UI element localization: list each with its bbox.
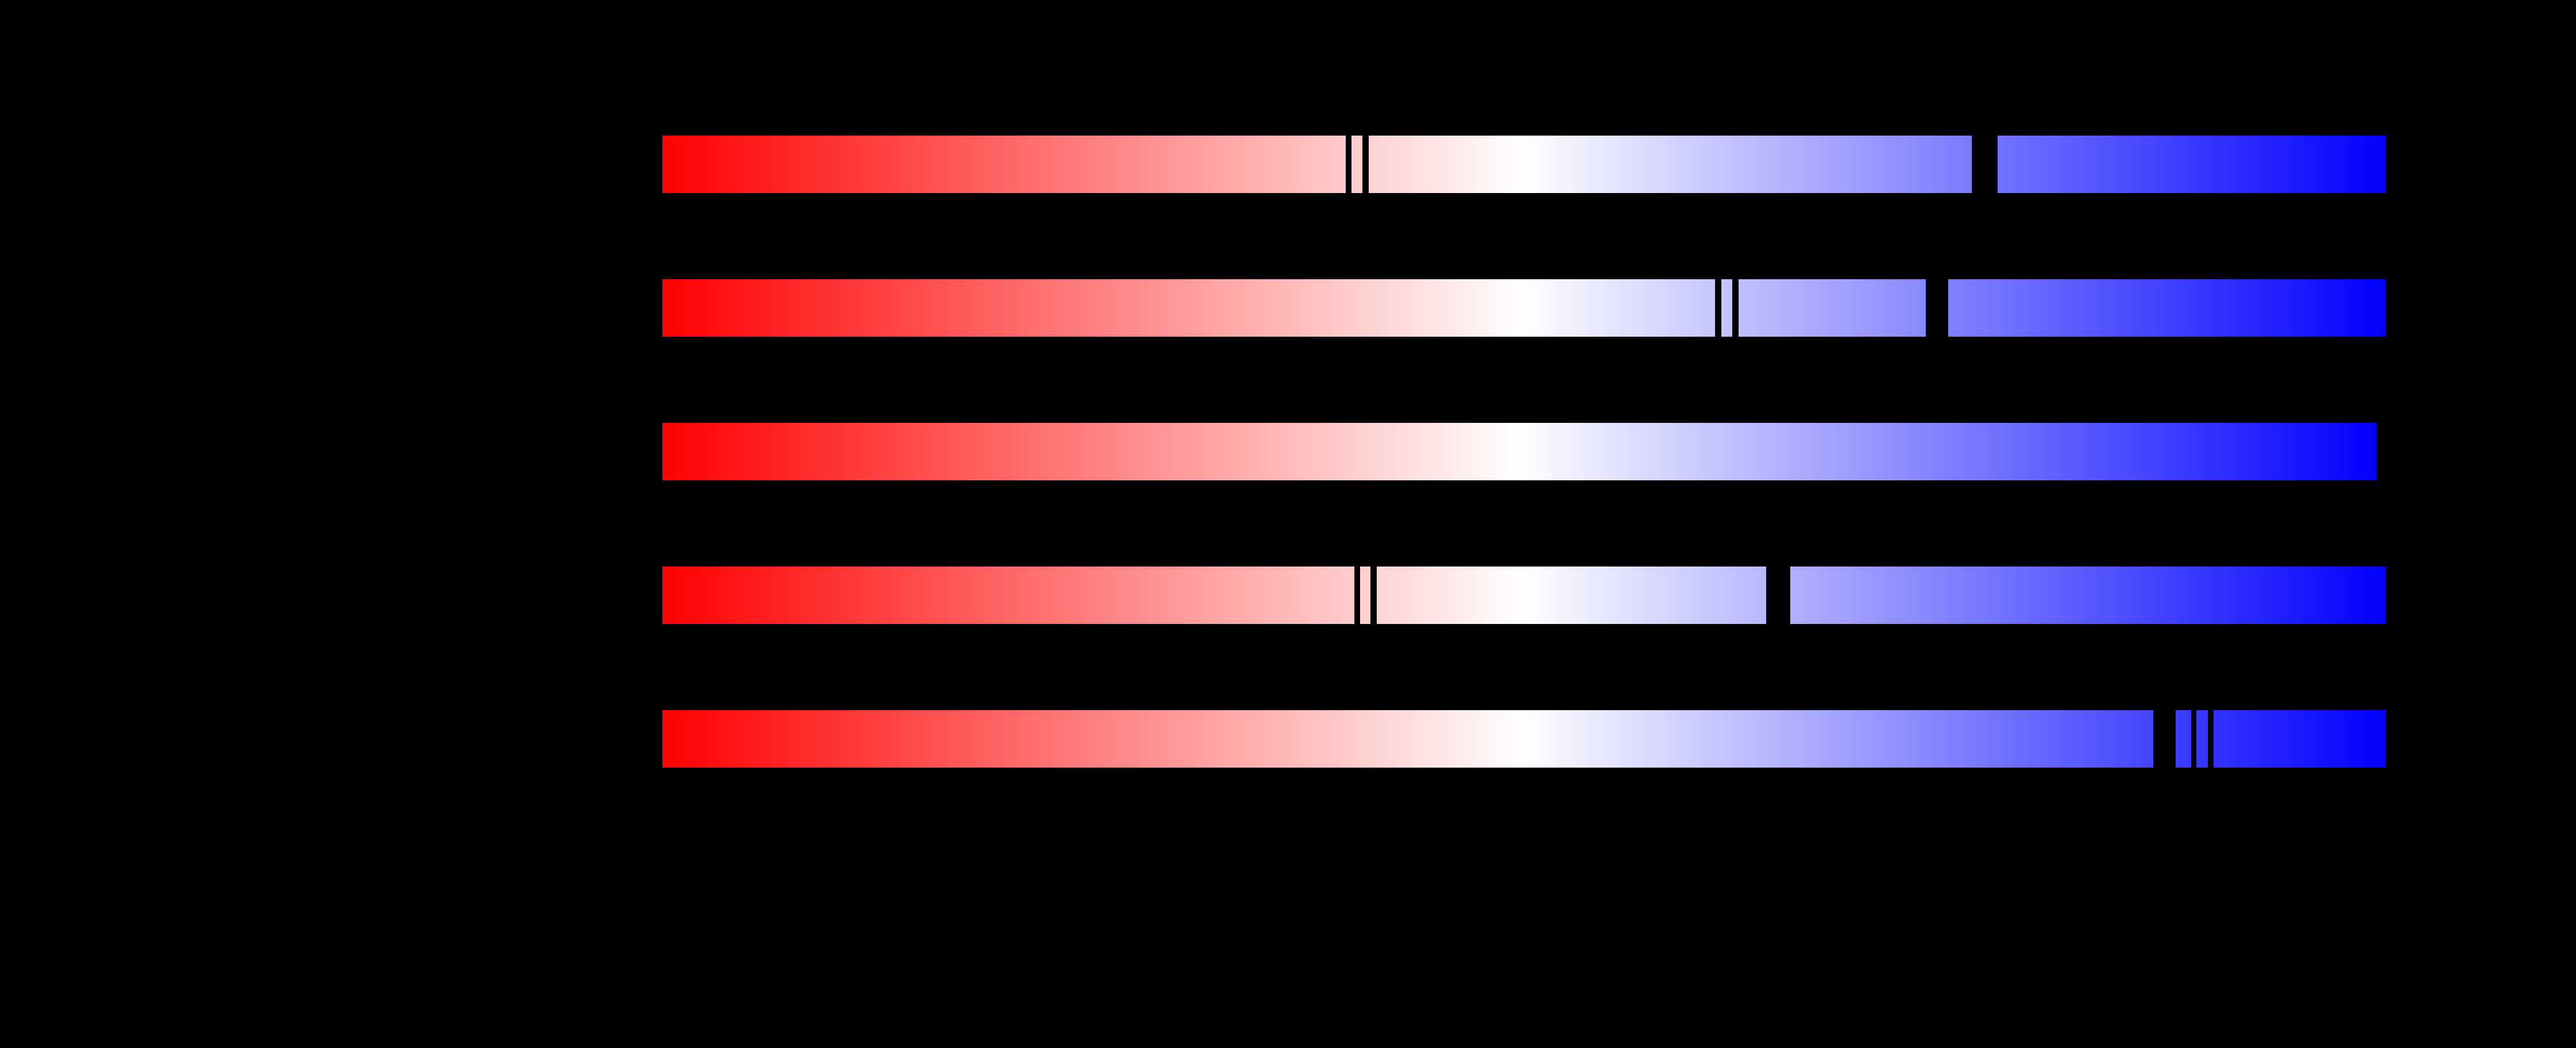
thin-tick-marker	[2191, 710, 2196, 768]
thin-tick-marker	[1354, 566, 1360, 625]
thin-tick-marker	[1362, 135, 1369, 194]
gradient-bar-row-5	[662, 710, 2385, 768]
gradient-bar-row-3	[662, 423, 2376, 480]
thin-tick-marker	[1715, 279, 1721, 337]
thick-break-marker	[1766, 566, 1790, 625]
thin-tick-marker	[1370, 566, 1377, 625]
thick-break-marker	[2153, 710, 2176, 768]
gradient-bar-row-1	[662, 135, 2385, 194]
thin-tick-marker	[1732, 279, 1739, 337]
gradient-bar-row-2	[662, 279, 2385, 337]
gradient-bar-row-4	[662, 566, 2385, 625]
thin-tick-marker	[2208, 710, 2214, 768]
thin-tick-marker	[1346, 135, 1351, 194]
thick-break-marker	[1972, 135, 1998, 194]
thick-break-marker	[1926, 279, 1948, 337]
